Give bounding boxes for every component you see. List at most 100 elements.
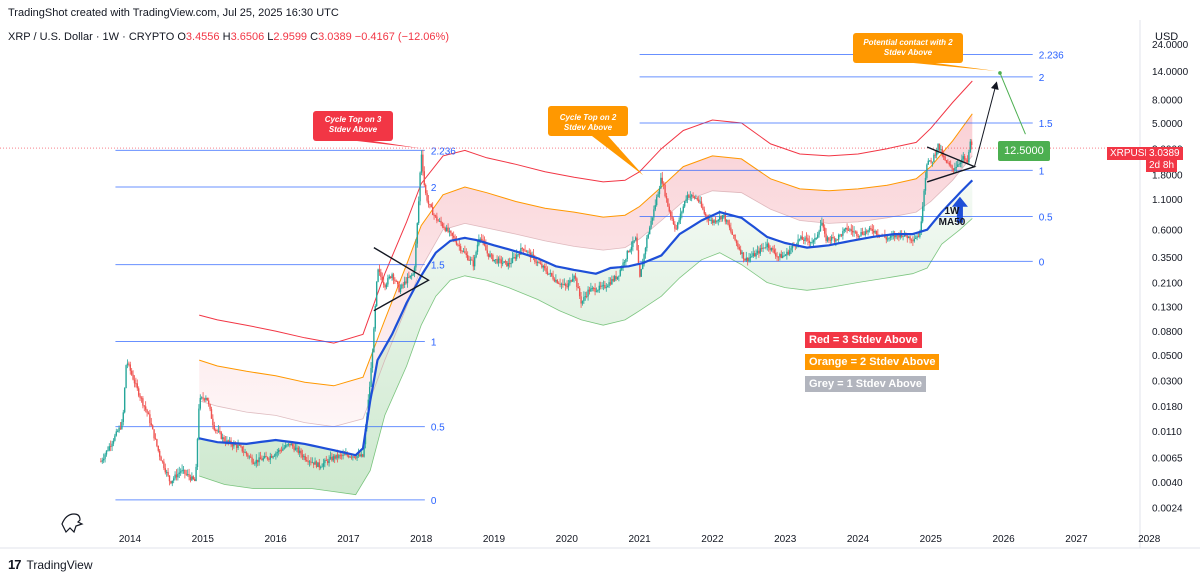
candle-body — [458, 245, 460, 247]
candle-body — [545, 268, 547, 272]
candle-body — [543, 266, 546, 269]
candle-body — [451, 232, 453, 236]
candle-body — [524, 250, 526, 252]
candle-body — [923, 190, 925, 207]
candle-body — [308, 461, 311, 463]
candle-body — [622, 262, 624, 268]
candle-body — [744, 258, 746, 261]
candle-body — [716, 221, 718, 223]
candle-body — [891, 235, 893, 237]
candle-body — [745, 257, 747, 261]
candle-body — [487, 253, 490, 257]
candle-body — [938, 143, 941, 150]
candle-body — [892, 235, 894, 237]
candle-body — [620, 267, 623, 270]
candle-body — [912, 240, 914, 242]
candle-body — [395, 280, 397, 282]
candle-body — [433, 215, 435, 216]
candle-body — [377, 269, 379, 282]
candle-body — [934, 154, 936, 156]
candle-body — [877, 234, 879, 236]
candle-body — [741, 252, 743, 254]
green-band-line — [199, 218, 973, 496]
candle-body — [851, 230, 854, 233]
candle-body — [846, 227, 848, 231]
candle-body — [153, 429, 155, 439]
y-tick-label: 0.0300 — [1152, 376, 1183, 387]
candle-body — [941, 149, 943, 156]
candle-body — [319, 467, 322, 468]
candle-body — [399, 288, 402, 293]
candle-body — [116, 431, 119, 433]
candle-body — [459, 246, 462, 251]
candle-body — [291, 443, 294, 447]
candle-body — [441, 223, 444, 227]
candle-body — [728, 224, 731, 228]
candle-body — [949, 164, 952, 166]
annotations — [0, 33, 1140, 534]
candle-body — [860, 232, 862, 236]
candle-body — [307, 460, 309, 463]
candle-body — [461, 250, 463, 252]
candle-body — [315, 461, 318, 467]
candle-body — [185, 473, 187, 475]
candle-body — [571, 278, 574, 282]
callout-cycle-2021-text: Cycle Top on 2 Stdev Above — [559, 113, 617, 132]
symbol-name[interactable]: XRP / U.S. Dollar · 1W · CRYPTO — [8, 31, 175, 43]
candle-body — [160, 456, 162, 461]
candle-body — [335, 454, 337, 459]
candle-body — [217, 430, 220, 432]
tradingview-brand[interactable]: 17 TradingView — [8, 557, 93, 572]
candle-body — [356, 456, 358, 459]
x-tick-label: 2017 — [337, 534, 360, 545]
y-tick-label: 0.0110 — [1152, 427, 1182, 438]
candle-body — [709, 219, 711, 221]
x-tick-label: 2021 — [628, 534, 651, 545]
candle-body — [186, 474, 189, 475]
candle-body — [499, 258, 501, 260]
candle-body — [387, 278, 389, 285]
candle-body — [611, 279, 613, 285]
candle-body — [207, 400, 210, 405]
candle-body — [466, 255, 469, 261]
fib-label-right: 0 — [1039, 257, 1045, 268]
candle-body — [889, 236, 892, 239]
candle-body — [958, 164, 960, 165]
candle-body — [189, 476, 192, 481]
candle-body — [564, 284, 567, 286]
candle-body — [581, 301, 584, 304]
candle-body — [525, 251, 528, 253]
y-tick-label: 0.1300 — [1152, 303, 1183, 314]
x-tick-label: 2028 — [1138, 534, 1161, 545]
x-tick-label: 2015 — [192, 534, 215, 545]
candle-body — [500, 259, 502, 264]
candle-body — [258, 457, 260, 463]
candle-body — [133, 379, 136, 384]
candle-body — [863, 234, 865, 236]
candle-body — [840, 234, 843, 236]
ohlc-low: L2.9599 — [267, 31, 308, 43]
candle-body — [304, 456, 306, 461]
candle-body — [804, 237, 806, 241]
candle-body — [464, 251, 466, 254]
candle-body — [695, 198, 697, 200]
candle-body — [105, 450, 108, 455]
candle-body — [403, 281, 406, 285]
candle-body — [132, 374, 134, 380]
candle-body — [511, 257, 514, 263]
candle-body — [749, 256, 752, 258]
candle-body — [665, 196, 668, 199]
y-tick-label: 0.3500 — [1152, 253, 1183, 264]
candle-body — [408, 277, 410, 278]
candle-body — [872, 230, 875, 233]
candle-body — [501, 263, 504, 264]
currency-label[interactable]: USD — [1155, 31, 1179, 43]
candle-body — [609, 282, 612, 285]
candle-body — [906, 236, 908, 239]
x-tick-label: 2022 — [701, 534, 724, 545]
candle-body — [245, 452, 248, 455]
candle-body — [660, 177, 662, 189]
candle-body — [452, 235, 455, 238]
candle-body — [147, 412, 150, 415]
